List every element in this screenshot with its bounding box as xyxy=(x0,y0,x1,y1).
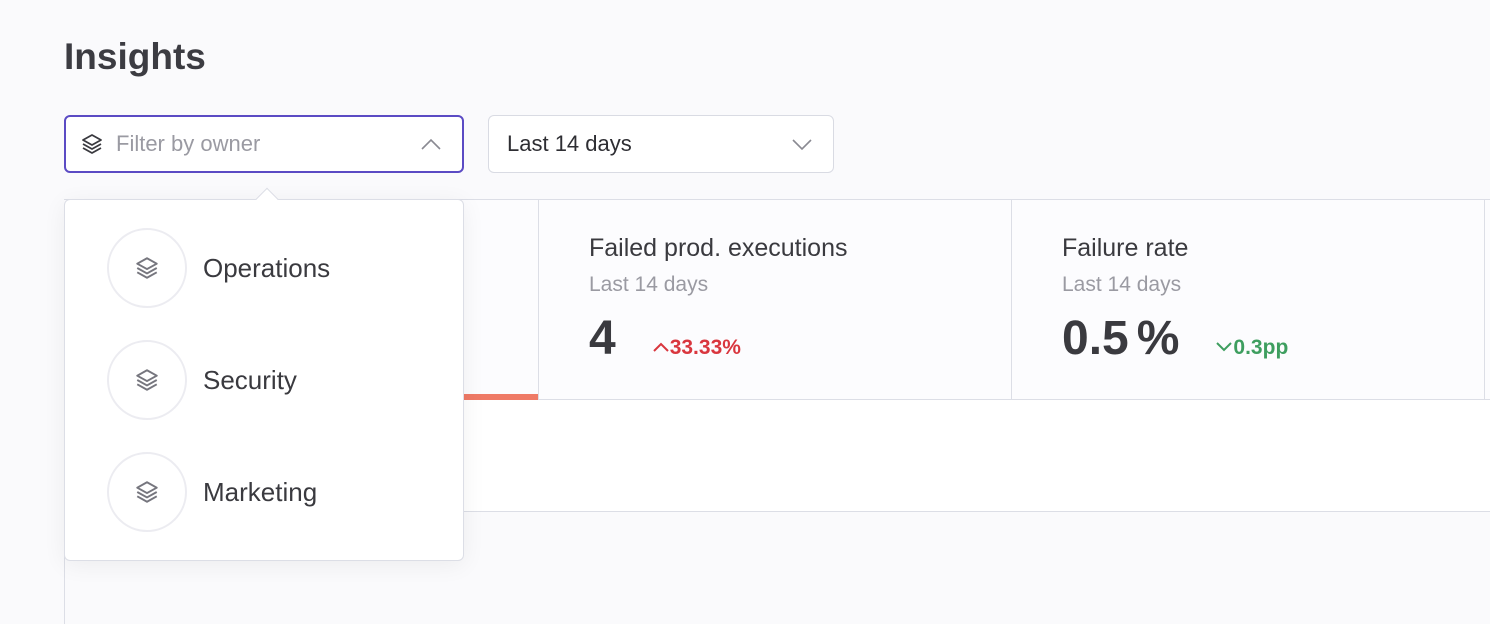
chevron-up-icon xyxy=(421,138,441,150)
chevron-down-icon xyxy=(1216,342,1233,352)
dropdown-caret xyxy=(255,187,279,211)
metric-card-failed-executions[interactable]: Failed prod. executions Last 14 days 4 3… xyxy=(538,200,1011,400)
dropdown-item-operations[interactable]: Operations xyxy=(107,228,330,308)
card-value: 0.5 xyxy=(1062,312,1129,365)
card-title: Failure rate xyxy=(1062,234,1189,262)
owner-filter-placeholder: Filter by owner xyxy=(116,131,261,156)
card-unit: % xyxy=(1136,312,1180,365)
layers-icon xyxy=(134,255,160,281)
page-title: Insights xyxy=(64,36,206,77)
layers-icon xyxy=(80,132,104,156)
card-subtitle: Last 14 days xyxy=(589,273,709,296)
dropdown-item-label: Security xyxy=(203,364,297,395)
card-value: 4 xyxy=(589,312,616,365)
card-delta: 33.33% xyxy=(652,336,741,360)
divider xyxy=(64,512,65,624)
layers-icon xyxy=(134,367,160,393)
card-delta: 0.3pp xyxy=(1215,336,1288,360)
chevron-up-icon xyxy=(652,342,669,352)
date-range-select[interactable]: Last 14 days xyxy=(488,115,834,173)
delta-value: 0.3pp xyxy=(1233,336,1289,359)
owner-filter-select[interactable]: Filter by owner xyxy=(64,115,464,173)
dropdown-item-label: Operations xyxy=(203,252,331,283)
owner-dropdown-menu: Operations Security Marketing xyxy=(64,187,464,561)
metric-card-failure-rate[interactable]: Failure rate Last 14 days 0.5% 0.3pp xyxy=(1011,200,1485,400)
layers-icon xyxy=(134,479,160,505)
dropdown-item-label: Marketing xyxy=(203,476,318,507)
dropdown-item-marketing[interactable]: Marketing xyxy=(107,452,317,532)
card-title: Failed prod. executions xyxy=(589,234,848,262)
dropdown-item-security[interactable]: Security xyxy=(107,340,297,420)
date-range-value: Last 14 days xyxy=(507,131,632,156)
card-subtitle: Last 14 days xyxy=(1062,273,1182,296)
chevron-down-icon xyxy=(792,139,812,151)
delta-value: 33.33% xyxy=(669,336,741,359)
